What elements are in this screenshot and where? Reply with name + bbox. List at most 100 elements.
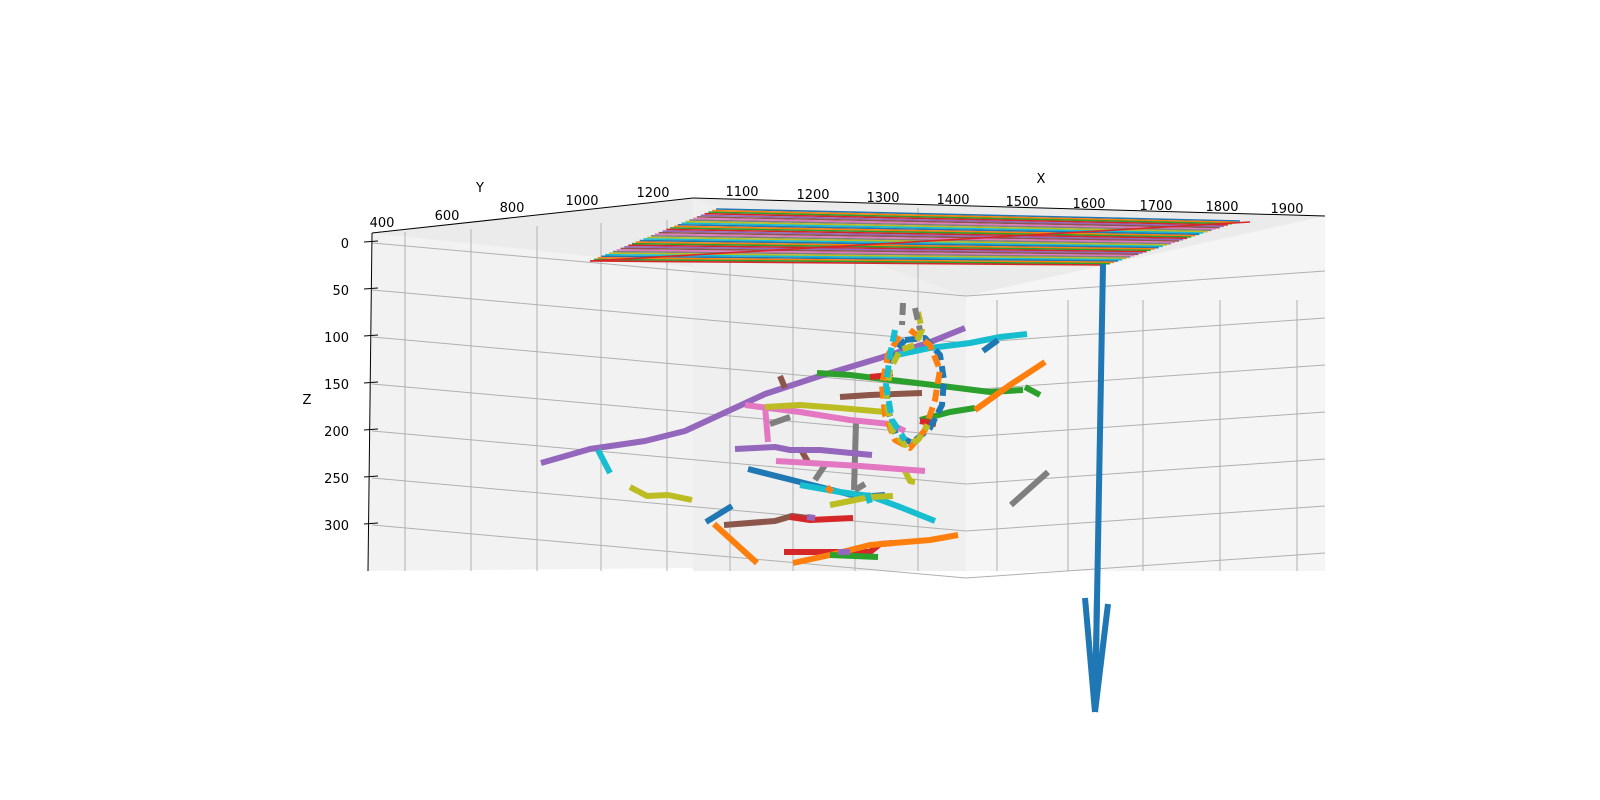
trajectory-segment: [902, 469, 916, 485]
trajectory-segment: [812, 463, 828, 482]
surface-trajectory: [647, 236, 1167, 246]
trajectory-segment: [864, 492, 873, 504]
x-tick-label: 1200: [796, 188, 829, 203]
y-axis-line: [371, 197, 694, 234]
x-tick-label: 1500: [1005, 195, 1038, 210]
z-gridline-right: [965, 552, 1326, 579]
trajectory-segment: [806, 514, 816, 521]
surface-trajectory: [670, 227, 1192, 238]
x-tick-label: 1100: [725, 185, 758, 200]
surface-trajectory: [589, 260, 1107, 266]
trajectory-segment: [829, 552, 879, 560]
z-axis-line: [367, 232, 373, 572]
z-tick-mark: [363, 287, 379, 290]
z-tick-mark: [363, 428, 379, 431]
surface-trajectory: [616, 249, 1135, 257]
z-tick-label: 50: [332, 284, 349, 299]
surface-trajectory: [677, 223, 1200, 236]
x-tick-label: 1900: [1270, 202, 1303, 217]
y-axis-label: Y: [475, 181, 484, 196]
z-gridline-right: [965, 270, 1326, 297]
z-tick-mark: [363, 381, 379, 384]
trajectory-segment: [789, 514, 854, 523]
z-gridline-right: [965, 411, 1326, 438]
x-tick-label: 1600: [1072, 197, 1105, 212]
looping-trajectory: [883, 329, 908, 442]
surface-trajectory: [708, 211, 1232, 225]
surface-trajectory: [624, 246, 1143, 254]
trajectory-segment: [775, 458, 926, 474]
z-tick-label: 200: [324, 425, 349, 440]
y-tick-label: 800: [500, 201, 525, 216]
z-tick-label: 250: [324, 472, 349, 487]
surface-trajectory: [620, 247, 1139, 256]
trajectory-segment: [973, 359, 1047, 413]
x-tick-label: 1700: [1139, 199, 1172, 214]
trajectory-segment: [764, 402, 886, 415]
surface-trajectory: [651, 234, 1171, 245]
looping-trajectory: [912, 307, 923, 331]
trajectory-segment: [711, 521, 760, 566]
surface-trajectory: [654, 233, 1176, 244]
trajectory-segment: [704, 503, 734, 525]
trajectories: [540, 208, 1251, 713]
trajectory-segment: [1009, 469, 1050, 508]
z-tick-label: 100: [324, 331, 349, 346]
z-axis-label: Z: [303, 393, 312, 408]
trajectory-segment: [762, 405, 771, 443]
surface-trajectory: [673, 225, 1196, 237]
trajectory-segment: [853, 481, 867, 493]
z-tick-mark: [363, 522, 379, 525]
z-gridline-right: [965, 458, 1326, 485]
surface-trajectory: [693, 217, 1216, 230]
z-gridline-right: [965, 505, 1326, 532]
trajectory-segment: [628, 484, 693, 503]
looping-trajectory: [899, 302, 906, 326]
trajectory-segment: [734, 444, 873, 458]
axis-edges: [363, 197, 1326, 572]
trajectory-segment: [595, 448, 613, 475]
surface-trajectory: [628, 244, 1147, 253]
surface-trajectory: [658, 231, 1180, 242]
y-tick-label: 400: [370, 216, 395, 231]
x-tick-label: 1300: [866, 191, 899, 206]
trajectory-segment: [839, 390, 923, 400]
z-tick-mark: [363, 334, 379, 337]
x-axis-line: [692, 197, 1326, 217]
surface-trajectory: [631, 242, 1151, 252]
surface-trajectory: [662, 230, 1184, 241]
trajectory-segment: [769, 414, 791, 427]
z-tick-label: 150: [324, 378, 349, 393]
looping-trajectory: [883, 311, 931, 448]
surface-trajectory: [593, 258, 1111, 265]
surface-trajectory: [612, 250, 1131, 258]
looping-trajectory: [879, 327, 943, 451]
surface-trajectory: [589, 221, 1251, 262]
trajectory-segment: [896, 331, 1028, 358]
surface-trajectory: [704, 212, 1228, 226]
surface-trajectory: [696, 216, 1220, 229]
z-tick-mark: [363, 475, 379, 478]
well-trajectory: [1092, 595, 1100, 713]
y-tick-label: 1000: [565, 194, 598, 209]
surface-trajectory: [639, 239, 1159, 249]
x-tick-label: 1400: [936, 193, 969, 208]
trajectory-segment: [981, 337, 1000, 354]
y-tick-label: 600: [435, 209, 460, 224]
surface-trajectory: [597, 257, 1115, 264]
z-tick-label: 300: [324, 519, 349, 534]
surface-trajectory: [601, 255, 1119, 262]
surface-trajectory: [712, 209, 1236, 224]
grid-lines: [371, 208, 1326, 579]
trajectory-segment: [816, 370, 1024, 395]
z-tick-label: 0: [341, 237, 349, 252]
trajectory-segment: [1023, 384, 1042, 398]
x-tick-label: 1800: [1205, 200, 1238, 215]
surface-trajectory: [666, 228, 1188, 240]
surface-trajectory: [635, 241, 1155, 250]
trajectory-segment: [824, 484, 835, 495]
trajectory-segment: [777, 374, 788, 390]
surface-trajectory: [700, 214, 1224, 228]
